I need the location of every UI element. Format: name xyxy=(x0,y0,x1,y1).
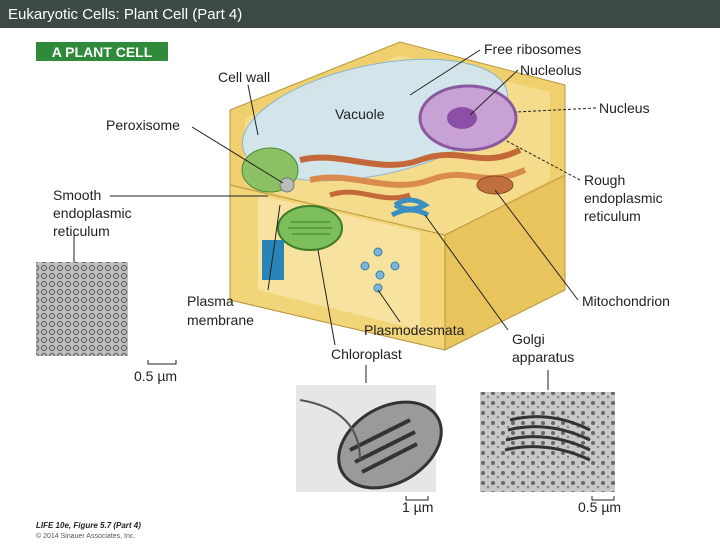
scale-label: 0.5 µm xyxy=(134,368,177,384)
micrograph-golgi xyxy=(480,392,615,492)
scale-label: 1 µm xyxy=(402,499,433,515)
label: apparatus xyxy=(512,349,574,365)
label: endoplasmic xyxy=(53,205,132,221)
label: Peroxisome xyxy=(106,117,180,133)
badge xyxy=(36,42,168,61)
label: Plasmodesmata xyxy=(364,322,465,338)
badge-text: A PLANT CELL xyxy=(52,44,153,60)
label: Golgi xyxy=(512,331,545,347)
scale-bar xyxy=(591,496,615,501)
header-title: Eukaryotic Cells: Plant Cell (Part 4) xyxy=(8,6,242,23)
label: Nucleolus xyxy=(520,62,581,78)
label: membrane xyxy=(187,312,254,328)
scale-label: 0.5 µm xyxy=(578,499,621,515)
header-bar xyxy=(0,0,720,28)
leader-lines xyxy=(73,49,597,390)
label: endoplasmic xyxy=(584,190,663,206)
label: Mitochondrion xyxy=(582,293,670,309)
label: Nucleus xyxy=(599,100,650,116)
label: Rough xyxy=(584,172,625,188)
label: Free ribosomes xyxy=(484,41,581,57)
copyright: © 2014 Sinauer Associates, Inc. xyxy=(36,532,135,540)
label: Cell wall xyxy=(218,69,270,85)
label: Plasma xyxy=(187,293,234,309)
label: reticulum xyxy=(53,223,110,239)
cell-illustration xyxy=(229,41,566,351)
micrograph-chloroplast xyxy=(296,385,443,492)
micrograph-ser xyxy=(36,262,128,356)
label: Chloroplast xyxy=(331,346,402,362)
label: Vacuole xyxy=(335,106,385,122)
scale-bar xyxy=(405,496,429,501)
citation: LIFE 10e, Figure 5.7 (Part 4) xyxy=(36,521,141,530)
scale-bar xyxy=(147,360,177,365)
label: Smooth xyxy=(53,187,101,203)
label: reticulum xyxy=(584,208,641,224)
